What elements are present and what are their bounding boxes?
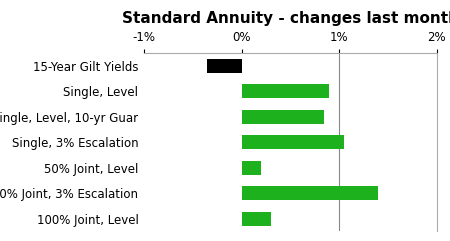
Bar	[207, 59, 242, 73]
Bar	[242, 186, 378, 200]
Bar	[242, 161, 261, 175]
Bar	[242, 110, 324, 124]
Bar	[242, 135, 344, 149]
Bar	[242, 212, 271, 226]
Bar	[242, 84, 329, 98]
Title: Standard Annuity - changes last month: Standard Annuity - changes last month	[122, 11, 450, 26]
